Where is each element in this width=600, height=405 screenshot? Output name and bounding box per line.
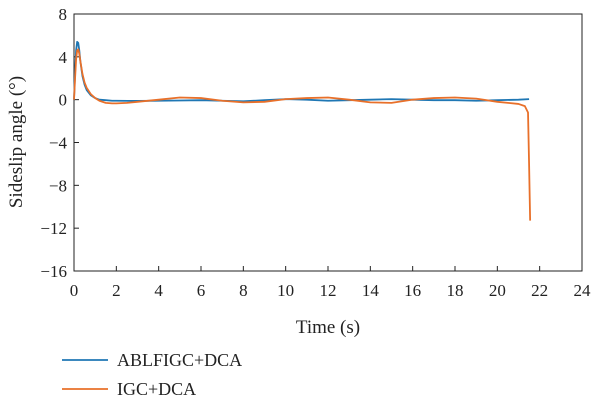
x-tick-label: 12: [320, 281, 337, 300]
x-tick-label: 8: [239, 281, 248, 300]
y-axis-label: Sideslip angle (°): [6, 76, 27, 208]
x-tick-label: 14: [362, 281, 380, 300]
series-line-ablfigc: [73, 40, 530, 103]
x-tick-label: 24: [574, 281, 592, 300]
y-tick-label: −4: [49, 134, 68, 153]
x-tick-label: 10: [277, 281, 294, 300]
x-tick-label: 20: [489, 281, 506, 300]
x-tick-label: 2: [112, 281, 121, 300]
x-tick-label: 16: [404, 281, 421, 300]
y-tick-label: −8: [49, 176, 67, 195]
x-tick-label: 18: [447, 281, 464, 300]
x-tick-label: 0: [70, 281, 79, 300]
legend: ABLFIGC+DCA IGC+DCA: [62, 350, 242, 399]
x-axis-label: Time (s): [296, 317, 360, 338]
x-tick-label: 22: [531, 281, 548, 300]
legend-label-ablfigc: ABLFIGC+DCA: [117, 350, 242, 370]
x-ticks: 0 2 4 6 8 10 12 14 16 18 20 22 24: [70, 266, 591, 300]
plot-frame: [73, 13, 583, 272]
series-line-igc: [73, 48, 532, 221]
y-tick-label: −16: [40, 262, 67, 281]
x-tick-label: 6: [197, 281, 206, 300]
y-ticks: 8 4 0 −4 −8 −12 −16: [40, 5, 79, 281]
legend-label-igc: IGC+DCA: [117, 379, 196, 399]
y-tick-label: 0: [59, 91, 68, 110]
y-tick-label: −12: [40, 219, 67, 238]
x-tick-label: 4: [154, 281, 163, 300]
series-lines: [73, 40, 532, 221]
y-tick-label: 8: [59, 5, 68, 24]
y-tick-label: 4: [59, 48, 68, 67]
